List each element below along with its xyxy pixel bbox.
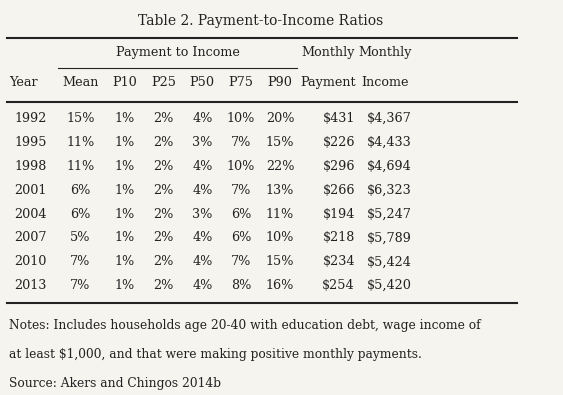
Text: Monthly: Monthly (358, 46, 412, 59)
Text: $4,694: $4,694 (367, 160, 412, 173)
Text: 2%: 2% (153, 255, 173, 268)
Text: 10%: 10% (227, 112, 256, 125)
Text: $5,247: $5,247 (367, 208, 412, 221)
Text: P50: P50 (190, 76, 215, 89)
Text: $296: $296 (323, 160, 355, 173)
Text: 3%: 3% (192, 136, 212, 149)
Text: $4,367: $4,367 (367, 112, 412, 125)
Text: 2%: 2% (153, 184, 173, 197)
Text: Income: Income (361, 76, 409, 89)
Text: $266: $266 (323, 184, 355, 197)
Text: 1%: 1% (114, 184, 135, 197)
Text: 1%: 1% (114, 208, 135, 221)
Text: 2%: 2% (153, 231, 173, 245)
Text: 2%: 2% (153, 279, 173, 292)
Text: P90: P90 (267, 76, 292, 89)
Text: 2013: 2013 (14, 279, 47, 292)
Text: P25: P25 (151, 76, 176, 89)
Text: at least $1,000, and that were making positive monthly payments.: at least $1,000, and that were making po… (9, 348, 422, 361)
Text: 6%: 6% (231, 208, 251, 221)
Text: $254: $254 (322, 279, 355, 292)
Text: $431: $431 (323, 112, 355, 125)
Text: 2%: 2% (153, 208, 173, 221)
Text: Notes: Includes households age 20-40 with education debt, wage income of: Notes: Includes households age 20-40 wit… (9, 319, 481, 331)
Text: 7%: 7% (231, 184, 251, 197)
Text: 8%: 8% (231, 279, 251, 292)
Text: 10%: 10% (266, 231, 294, 245)
Text: 1%: 1% (114, 112, 135, 125)
Text: 2007: 2007 (14, 231, 47, 245)
Text: 15%: 15% (266, 136, 294, 149)
Text: 20%: 20% (266, 112, 294, 125)
Text: P75: P75 (229, 76, 254, 89)
Text: $226: $226 (323, 136, 355, 149)
Text: Mean: Mean (62, 76, 99, 89)
Text: $234: $234 (323, 255, 355, 268)
Text: Table 2. Payment-to-Income Ratios: Table 2. Payment-to-Income Ratios (138, 15, 383, 28)
Text: 1998: 1998 (14, 160, 47, 173)
Text: 1%: 1% (114, 136, 135, 149)
Text: 15%: 15% (266, 255, 294, 268)
Text: Monthly: Monthly (301, 46, 355, 59)
Text: 6%: 6% (70, 184, 91, 197)
Text: 5%: 5% (70, 231, 91, 245)
Text: 7%: 7% (231, 255, 251, 268)
Text: 11%: 11% (66, 160, 95, 173)
Text: 6%: 6% (70, 208, 91, 221)
Text: Source: Akers and Chingos 2014b: Source: Akers and Chingos 2014b (9, 377, 221, 390)
Text: 1992: 1992 (14, 112, 47, 125)
Text: $5,420: $5,420 (367, 279, 412, 292)
Text: 10%: 10% (227, 160, 256, 173)
Text: 4%: 4% (192, 112, 212, 125)
Text: 13%: 13% (266, 184, 294, 197)
Text: 4%: 4% (192, 231, 212, 245)
Text: 2001: 2001 (14, 184, 47, 197)
Text: 4%: 4% (192, 160, 212, 173)
Text: Year: Year (9, 76, 38, 89)
Text: $6,323: $6,323 (367, 184, 412, 197)
Text: 2%: 2% (153, 160, 173, 173)
Text: 15%: 15% (66, 112, 95, 125)
Text: Payment to Income: Payment to Income (116, 46, 240, 59)
Text: 4%: 4% (192, 255, 212, 268)
Text: 1%: 1% (114, 160, 135, 173)
Text: 7%: 7% (70, 279, 91, 292)
Text: 22%: 22% (266, 160, 294, 173)
Text: 1%: 1% (114, 231, 135, 245)
Text: 11%: 11% (66, 136, 95, 149)
Text: 16%: 16% (266, 279, 294, 292)
Text: P10: P10 (112, 76, 137, 89)
Text: 1%: 1% (114, 255, 135, 268)
Text: 3%: 3% (192, 208, 212, 221)
Text: $194: $194 (323, 208, 355, 221)
Text: 1%: 1% (114, 279, 135, 292)
Text: $5,424: $5,424 (367, 255, 412, 268)
Text: 6%: 6% (231, 231, 251, 245)
Text: 7%: 7% (231, 136, 251, 149)
Text: 2%: 2% (153, 112, 173, 125)
Text: $5,789: $5,789 (367, 231, 412, 245)
Text: $4,433: $4,433 (367, 136, 412, 149)
Text: 4%: 4% (192, 184, 212, 197)
Text: Payment: Payment (300, 76, 356, 89)
Text: 4%: 4% (192, 279, 212, 292)
Text: 2%: 2% (153, 136, 173, 149)
Text: 1995: 1995 (14, 136, 47, 149)
Text: $218: $218 (323, 231, 355, 245)
Text: 11%: 11% (266, 208, 294, 221)
Text: 2010: 2010 (14, 255, 47, 268)
Text: 7%: 7% (70, 255, 91, 268)
Text: 2004: 2004 (14, 208, 47, 221)
